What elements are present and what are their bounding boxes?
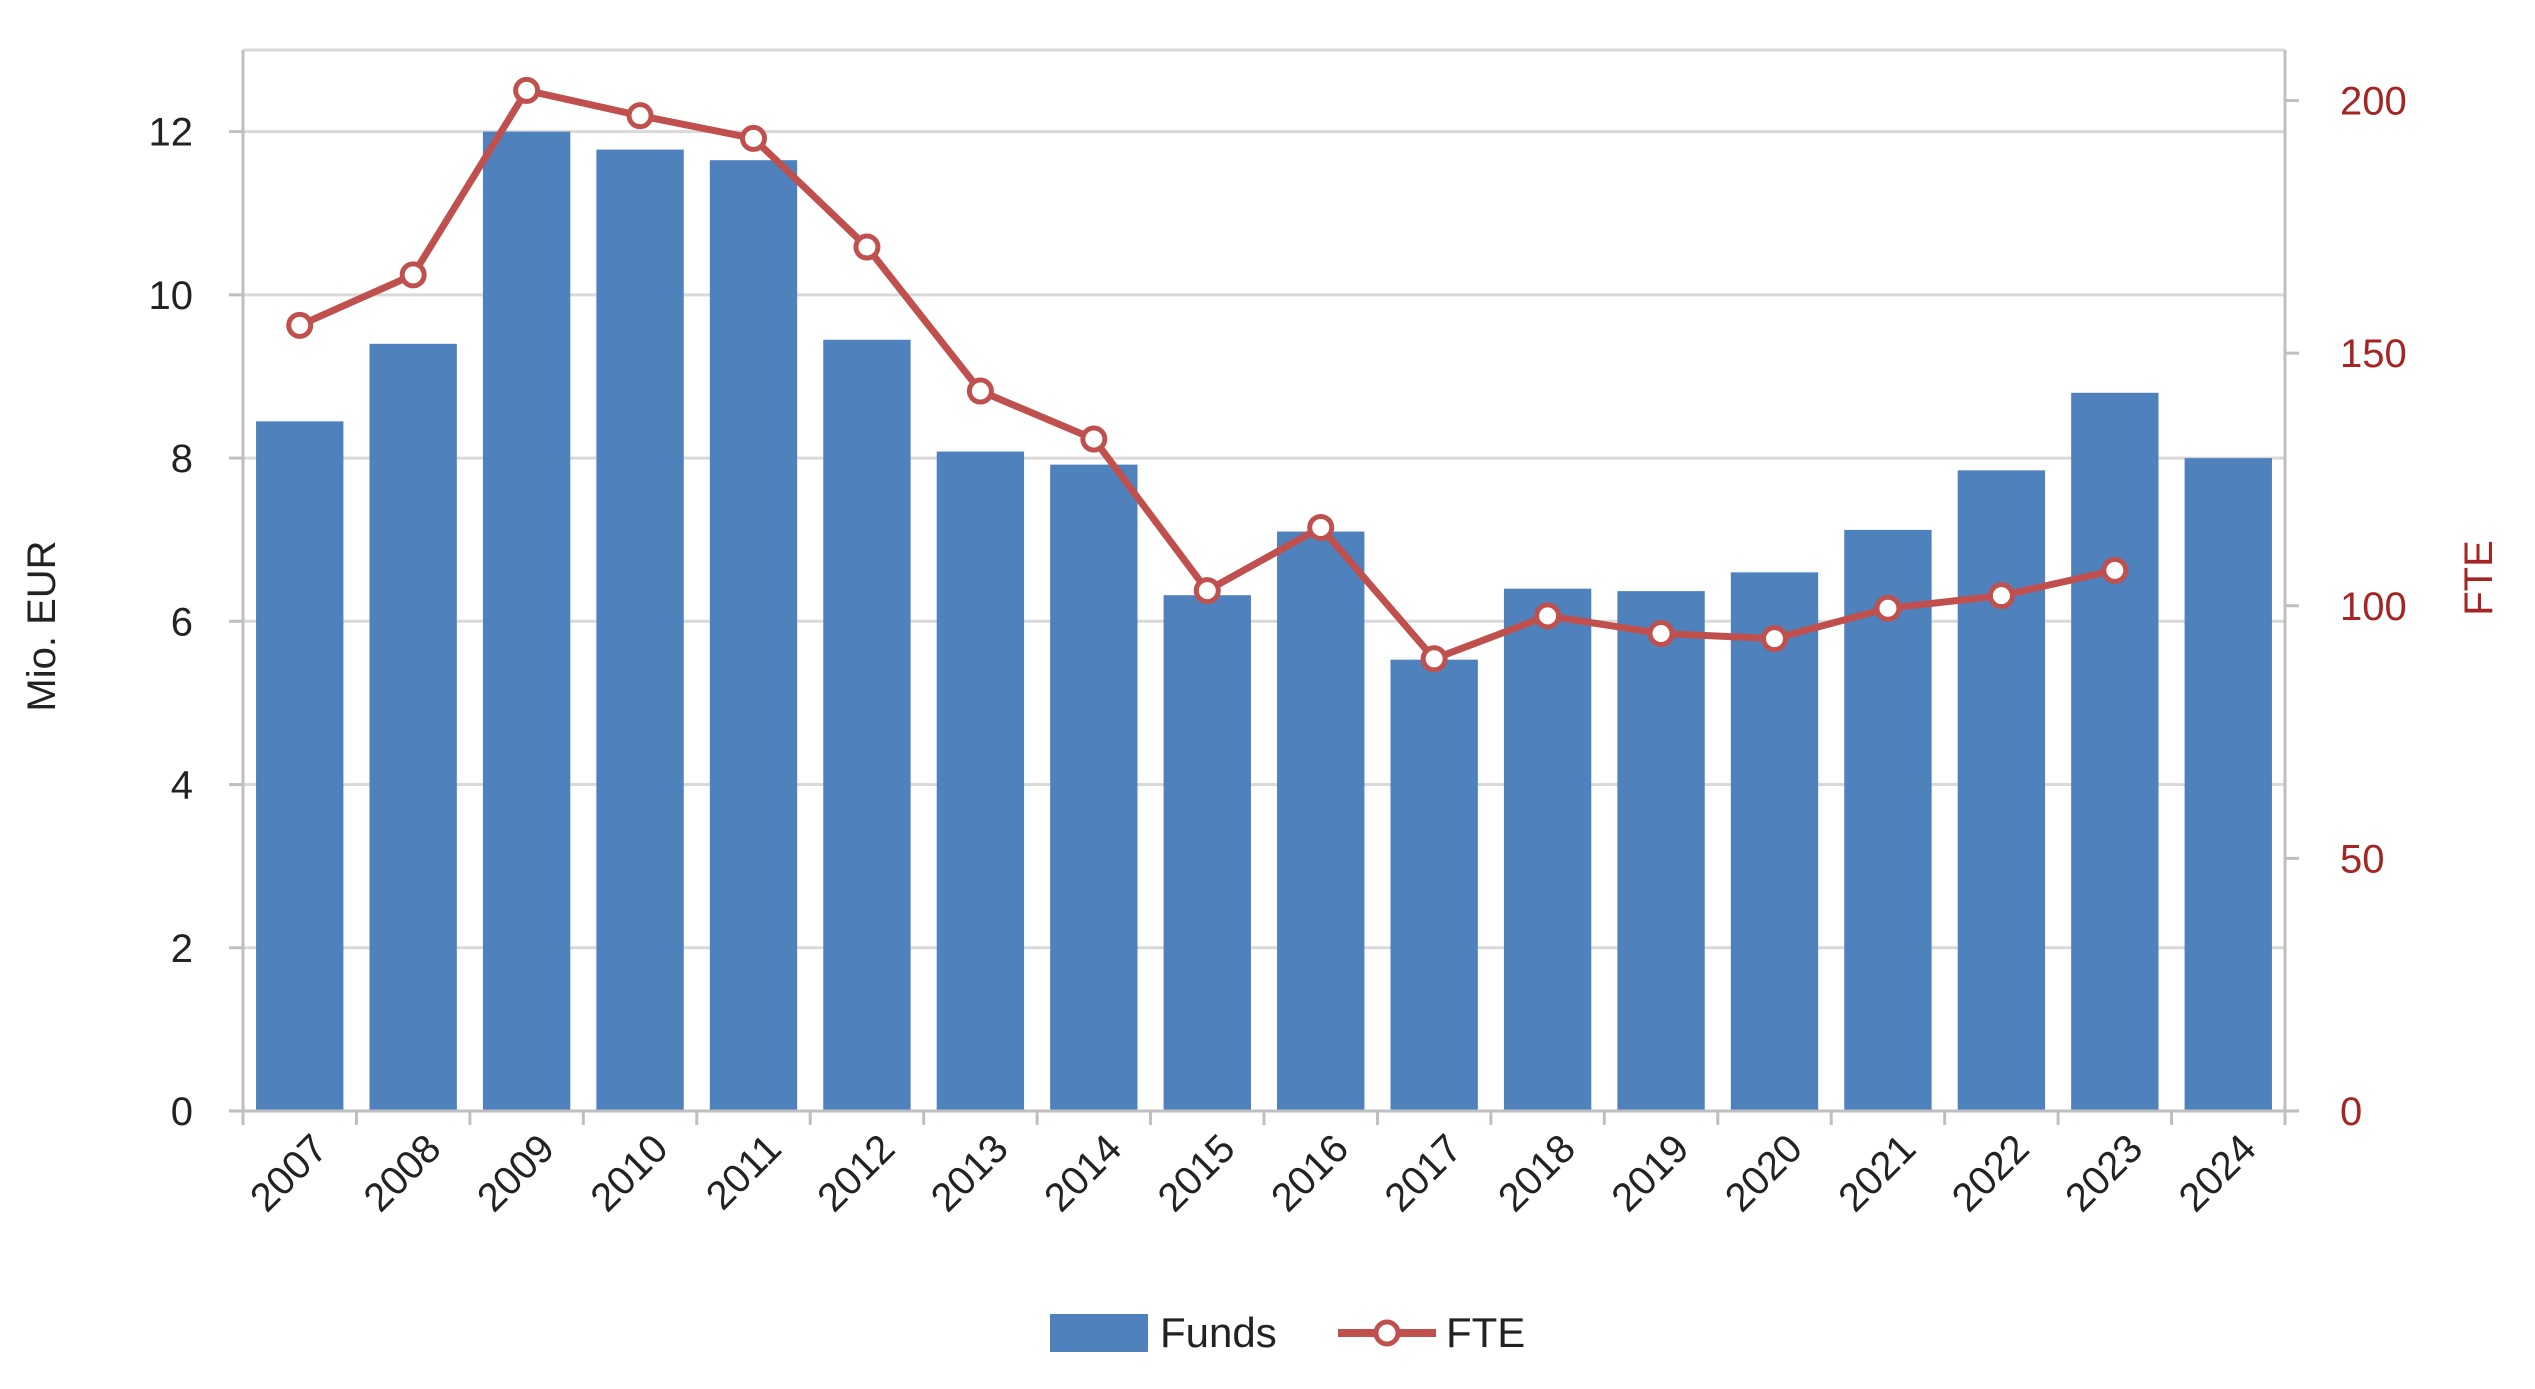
x-tick-label-2019: 2019 <box>1603 1126 1697 1220</box>
bar-funds-2016 <box>1277 531 1365 1111</box>
bar-funds-2010 <box>596 149 684 1111</box>
fte-point-2016 <box>1307 513 1335 541</box>
x-tick-label-2020: 2020 <box>1717 1126 1811 1220</box>
x-tick-label-2018: 2018 <box>1490 1126 1584 1220</box>
right-axis-title: FTE <box>2457 540 2501 616</box>
bar-funds-2023 <box>2071 392 2159 1111</box>
funds-bars <box>256 131 2272 1112</box>
fte-point-2008 <box>399 261 427 289</box>
bar-funds-2019 <box>1617 591 1705 1111</box>
bar-funds-2008 <box>369 343 457 1111</box>
fte-point-2017 <box>1420 645 1448 673</box>
right-tick-label: 0 <box>2340 1090 2362 1134</box>
fte-point-2012 <box>853 233 881 261</box>
fte-point-2007 <box>286 311 314 339</box>
x-tick-label-2024: 2024 <box>2171 1126 2265 1220</box>
fte-point-2021 <box>1874 594 1902 622</box>
fte-point-2013 <box>966 377 994 405</box>
fte-point-2018 <box>1534 602 1562 630</box>
left-tick-label: 2 <box>171 927 193 971</box>
x-tick-label-2010: 2010 <box>582 1126 676 1220</box>
left-tick-label: 10 <box>149 274 194 318</box>
right-tick-label: 150 <box>2340 332 2407 376</box>
x-tick-label-2009: 2009 <box>469 1126 563 1220</box>
x-tick-label-2014: 2014 <box>1036 1126 1130 1220</box>
fte-point-2022 <box>1987 582 2015 610</box>
fte-point-2010 <box>626 102 654 130</box>
left-tick-label: 12 <box>149 111 194 155</box>
right-tick-label: 50 <box>2340 837 2385 881</box>
left-tick-label: 8 <box>171 437 193 481</box>
legend: Funds FTE <box>1050 1309 1525 1356</box>
fte-point-2019 <box>1647 620 1675 648</box>
gridlines <box>243 48 2285 950</box>
fte-point-2023 <box>2101 556 2129 584</box>
x-tick-label-2016: 2016 <box>1263 1126 1357 1220</box>
x-tick-label-2015: 2015 <box>1150 1126 1244 1220</box>
bar-funds-2020 <box>1730 572 1819 1111</box>
fte-point-2015 <box>1193 577 1221 605</box>
legend-label-fte: FTE <box>1446 1309 1525 1356</box>
right-tick-label: 200 <box>2340 80 2407 124</box>
x-tick-label-2023: 2023 <box>2057 1126 2151 1220</box>
fte-line-path <box>298 86 2116 663</box>
bar-funds-2012 <box>823 339 911 1111</box>
right-tick-label: 100 <box>2340 585 2407 629</box>
x-tick-label-2013: 2013 <box>923 1126 1017 1220</box>
x-tick-label-2012: 2012 <box>809 1126 903 1220</box>
bar-funds-2017 <box>1390 659 1478 1111</box>
legend-swatch-funds <box>1050 1314 1148 1352</box>
bar-funds-2009 <box>482 131 571 1112</box>
bar-funds-2024 <box>2184 458 2272 1112</box>
left-tick-label: 4 <box>171 764 193 808</box>
bar-funds-2013 <box>936 451 1025 1111</box>
x-tick-label-2017: 2017 <box>1376 1126 1470 1220</box>
fte-point-2011 <box>740 124 767 152</box>
left-tick-label: 6 <box>171 600 193 644</box>
left-tick-label: 0 <box>171 1090 193 1134</box>
bar-funds-2021 <box>1844 529 1932 1111</box>
x-tick-label-2008: 2008 <box>355 1126 449 1220</box>
x-tick-label-2007: 2007 <box>242 1126 336 1220</box>
legend-label-funds: Funds <box>1160 1309 1277 1356</box>
x-tick-label-2021: 2021 <box>1830 1126 1924 1220</box>
fte-point-2014 <box>1080 425 1108 453</box>
bar-funds-2022 <box>1957 470 2046 1112</box>
x-tick-label-2022: 2022 <box>1944 1126 2038 1220</box>
fte-line <box>286 76 2129 673</box>
bar-funds-2014 <box>1050 464 1138 1111</box>
bar-funds-2015 <box>1163 595 1251 1111</box>
legend-swatch-fte-marker <box>1373 1319 1401 1347</box>
x-tick-label-2011: 2011 <box>698 1126 790 1218</box>
bar-funds-2007 <box>256 421 344 1112</box>
bar-funds-2011 <box>709 160 798 1111</box>
bar-funds-2018 <box>1503 588 1592 1111</box>
axes <box>229 50 2299 1125</box>
left-axis-title: Mio. EUR <box>20 540 64 711</box>
fte-point-2020 <box>1761 625 1788 653</box>
fte-point-2009 <box>513 76 541 104</box>
